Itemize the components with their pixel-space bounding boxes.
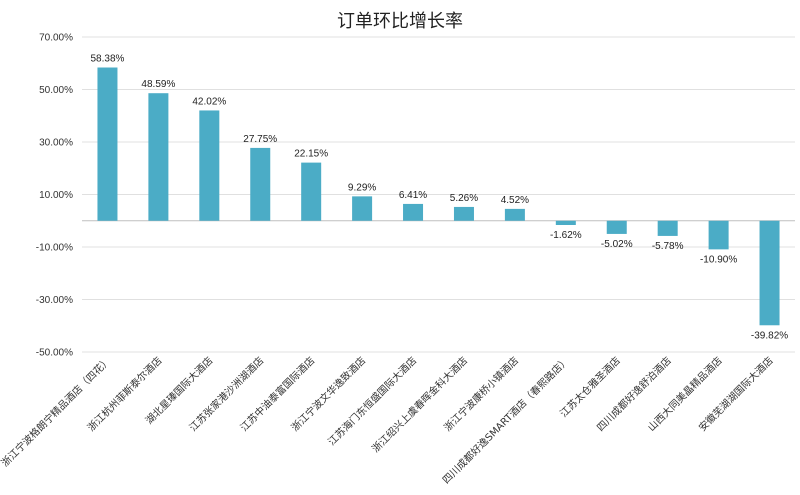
bar <box>759 220 780 326</box>
bar <box>97 67 118 221</box>
bars <box>97 67 780 326</box>
y-tick-label: -50.00% <box>36 348 73 359</box>
y-tick-label: -10.00% <box>36 243 73 254</box>
data-labels: 58.38% 48.59% 42.02% 27.75% 22.15% 9.29% 6.41%… <box>91 54 789 342</box>
bar <box>199 110 220 221</box>
x-tick-label: 浙江宁波格朗宁精品酒店（四花） <box>0 354 114 469</box>
x-tick-label: 江苏海门东恒盛国际大酒店 <box>325 354 419 448</box>
data-label: -39.82% <box>751 330 788 341</box>
bar <box>504 208 525 221</box>
y-tick-label: 10.00% <box>39 190 73 201</box>
data-label: 42.02% <box>192 96 226 107</box>
y-axis-ticks: 70.00% 50.00% 30.00% 10.00% -10.00% -30.00% -5… <box>36 33 73 359</box>
data-label: 6.41% <box>399 190 427 201</box>
data-label: 27.75% <box>243 134 277 145</box>
data-label: 48.59% <box>141 79 175 90</box>
data-label: -5.78% <box>652 241 684 252</box>
bar <box>708 220 729 250</box>
data-label: 4.52% <box>501 195 529 206</box>
y-tick-label: 70.00% <box>39 33 73 44</box>
x-tick-label: 浙江绍兴上虞春晖金科大酒店 <box>369 354 470 455</box>
bar <box>403 203 424 221</box>
y-tick-label: -30.00% <box>36 295 73 306</box>
bar <box>453 206 474 221</box>
y-tick-label: 50.00% <box>39 85 73 96</box>
data-label: 22.15% <box>294 149 328 160</box>
bar <box>301 162 322 221</box>
x-axis-labels: 浙江宁波格朗宁精品酒店（四花）浙江杭州菲斯泰尔酒店湖北星瑧国际大酒店江苏张家港沙… <box>0 354 776 486</box>
data-label: 5.26% <box>450 193 478 204</box>
data-label: -1.62% <box>550 230 582 241</box>
bar <box>657 220 678 236</box>
data-label: 9.29% <box>348 182 376 193</box>
y-tick-label: 30.00% <box>39 138 73 149</box>
data-label: -10.90% <box>700 254 737 265</box>
bar <box>352 196 373 221</box>
data-label: -5.02% <box>601 239 633 250</box>
bar <box>555 220 576 226</box>
bar <box>250 147 271 221</box>
bar <box>148 93 169 221</box>
chart-title: 订单环比增长率 <box>337 11 463 32</box>
data-label: 58.38% <box>91 54 125 65</box>
bar <box>606 220 627 234</box>
grid-lines <box>82 36 795 353</box>
